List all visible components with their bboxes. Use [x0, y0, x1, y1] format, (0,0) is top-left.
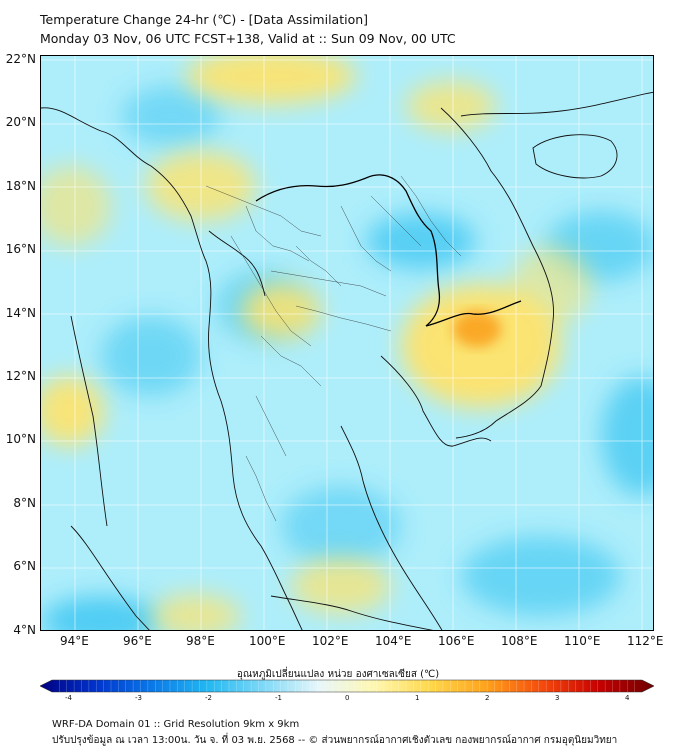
coastlines [41, 91, 653, 630]
colorbar-tick-label: 3 [555, 694, 560, 702]
longitude-label: 102°E [312, 634, 349, 648]
colorbar-title: อุณหภูมิเปลี่ยนแปลง หน่วย องศาเซลเซียส (… [236, 669, 440, 680]
latitude-label: 10°N [5, 432, 36, 447]
colorbar-bar [40, 679, 654, 693]
hot-spot [453, 311, 501, 347]
longitude-label: 98°E [186, 634, 215, 648]
latitude-label: 8°N [13, 495, 36, 510]
colorbar-tick-label: 4 [625, 694, 630, 702]
longitude-label: 108°E [501, 634, 538, 648]
colorbar-tick-label: 0 [345, 694, 350, 702]
footer-credit: ปรับปรุงข้อมูล ณ เวลา 13:00น. วัน จ. ที่… [52, 735, 618, 746]
colorbar-tick-label: 2 [485, 694, 490, 702]
colorbar-dividers [59, 680, 635, 692]
chart-subtitle: Monday 03 Nov, 06 UTC FCST+138, Valid at… [40, 31, 456, 46]
country-borders [255, 174, 522, 327]
chart-title: Temperature Change 24-hr (℃) - [Data Ass… [40, 12, 369, 27]
longitude-label: 110°E [564, 634, 601, 648]
longitude-label: 96°E [123, 634, 152, 648]
colorbar-tick-label: -3 [135, 694, 142, 702]
latitude-label: 6°N [13, 559, 36, 574]
longitude-label: 94°E [60, 634, 89, 648]
colorbar [40, 679, 654, 693]
colorbar-tick-label: 1 [415, 694, 420, 702]
latitude-label: 20°N [5, 115, 36, 130]
latitude-label: 22°N [5, 52, 36, 66]
colorbar-tick-label: -2 [205, 694, 212, 702]
temperature-change-map [40, 55, 654, 631]
latitude-label: 12°N [5, 369, 36, 383]
longitude-label: 100°E [249, 634, 286, 648]
footer-model-info: WRF-DA Domain 01 :: Grid Resolution 9km … [52, 719, 300, 730]
longitude-label: 112°E [627, 634, 664, 648]
colorbar-tick-label: -1 [275, 694, 282, 702]
latitude-label: 14°N [5, 305, 36, 320]
cool-anomaly-fields [41, 86, 653, 630]
graticule [41, 56, 653, 630]
latitude-label: 18°N [5, 178, 36, 193]
colorbar-tick-label: -4 [65, 694, 72, 702]
longitude-label: 106°E [438, 634, 475, 648]
latitude-label: 4°N [13, 622, 36, 637]
longitude-label: 104°E [375, 634, 412, 648]
province-borders [205, 175, 462, 522]
latitude-label: 16°N [5, 242, 36, 257]
